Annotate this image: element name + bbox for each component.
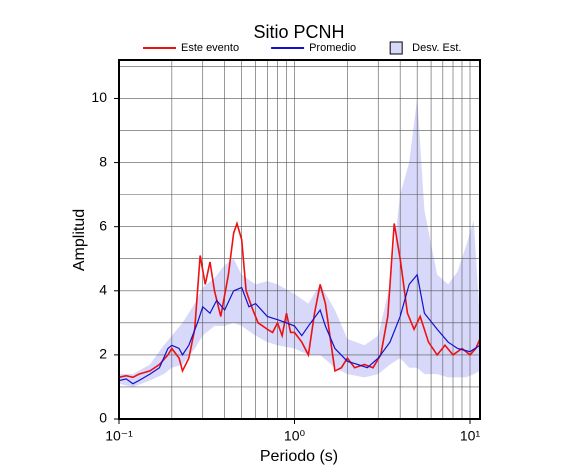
chart-title: Sitio PCNH [253, 22, 344, 42]
series-line [118, 220, 481, 379]
plot-frame [118, 59, 481, 420]
legend-label: Promedio [309, 42, 356, 54]
y-tick-label: 6 [99, 217, 107, 233]
x-axis-label: Periodo (s) [260, 448, 338, 465]
legend-swatch [389, 41, 403, 55]
y-tick-label: 8 [99, 153, 107, 169]
x-tick-label: 10¹ [460, 428, 481, 444]
y-tick-label: 2 [99, 346, 107, 362]
y-tick-label: 4 [99, 281, 107, 297]
legend-label: Desv. Est. [412, 42, 461, 54]
y-tick-label: 0 [99, 410, 107, 426]
x-tick-label: 10⁻¹ [105, 428, 133, 444]
x-tick-label: 10⁰ [284, 428, 306, 444]
std-band [119, 98, 480, 387]
legend-label: Este evento [181, 42, 239, 54]
y-axis-label: Amplitud [71, 209, 88, 271]
series-line [118, 273, 481, 385]
y-tick-label: 10 [91, 89, 107, 105]
